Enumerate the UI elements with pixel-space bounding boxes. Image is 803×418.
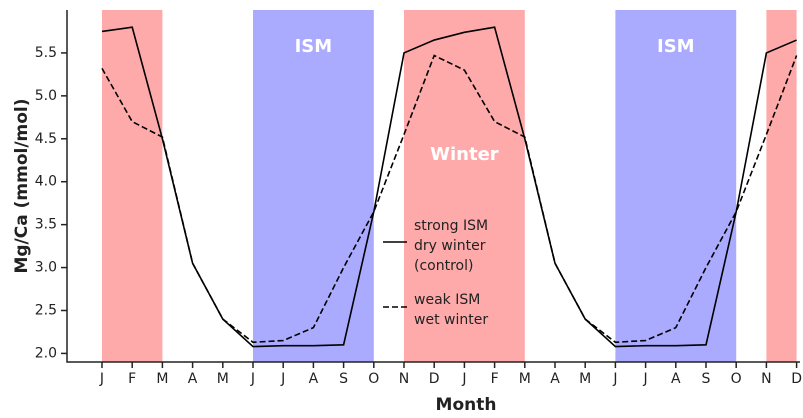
x-tick-label: D bbox=[791, 371, 802, 387]
x-tick-label: O bbox=[731, 371, 742, 387]
axes bbox=[66, 10, 800, 363]
y-tick-label: 4.5 bbox=[35, 131, 57, 147]
x-tick-label: J bbox=[612, 371, 617, 387]
x-tick-label: J bbox=[250, 371, 255, 387]
legend-label: strong ISM dry winter (control) bbox=[414, 218, 488, 274]
data-line bbox=[101, 54, 798, 344]
x-tick-label: S bbox=[702, 371, 711, 387]
x-tick-label: J bbox=[99, 371, 104, 387]
band-label: Winter bbox=[430, 144, 499, 165]
x-tick-label: A bbox=[309, 371, 319, 387]
y-tick-label: 5.0 bbox=[35, 88, 57, 104]
x-tick-label: O bbox=[368, 371, 379, 387]
shaded-band bbox=[102, 10, 163, 362]
x-tick-label: F bbox=[128, 371, 136, 387]
shaded-band bbox=[615, 10, 737, 362]
x-axis-label: Month bbox=[436, 395, 497, 415]
y-tick-label: 3.5 bbox=[35, 217, 57, 233]
shaded-band bbox=[253, 10, 374, 362]
x-tick-label: M bbox=[519, 371, 531, 387]
band-label: ISM bbox=[295, 36, 333, 57]
x-tick-label: F bbox=[491, 371, 499, 387]
x-tick-label: M bbox=[579, 371, 591, 387]
y-tick-label: 2.5 bbox=[35, 302, 57, 318]
x-tick-label: A bbox=[550, 371, 560, 387]
y-tick-label: 3.0 bbox=[35, 260, 57, 276]
x-tick-label: M bbox=[156, 371, 168, 387]
y-tick-label: 5.5 bbox=[35, 45, 57, 61]
y-tick-label: 4.0 bbox=[35, 174, 57, 190]
x-tick-label: M bbox=[217, 371, 229, 387]
legend-label: weak ISM wet winter bbox=[414, 292, 488, 328]
x-tick-label: J bbox=[643, 371, 648, 387]
x-tick-label: A bbox=[188, 371, 198, 387]
y-tick-label: 2.0 bbox=[35, 345, 57, 361]
x-tick-label: D bbox=[429, 371, 440, 387]
band-label: ISM bbox=[657, 36, 695, 57]
x-tick-label: A bbox=[671, 371, 681, 387]
shaded-band bbox=[766, 10, 797, 362]
x-tick-label: N bbox=[399, 371, 409, 387]
x-tick-label: J bbox=[461, 371, 466, 387]
x-tick-label: J bbox=[280, 371, 285, 387]
data-line bbox=[101, 26, 797, 348]
x-tick-label: N bbox=[761, 371, 771, 387]
x-tick-label: S bbox=[339, 371, 348, 387]
shaded-band bbox=[404, 10, 525, 362]
y-axis-label: Mg/Ca (mmol/mol) bbox=[12, 98, 32, 273]
